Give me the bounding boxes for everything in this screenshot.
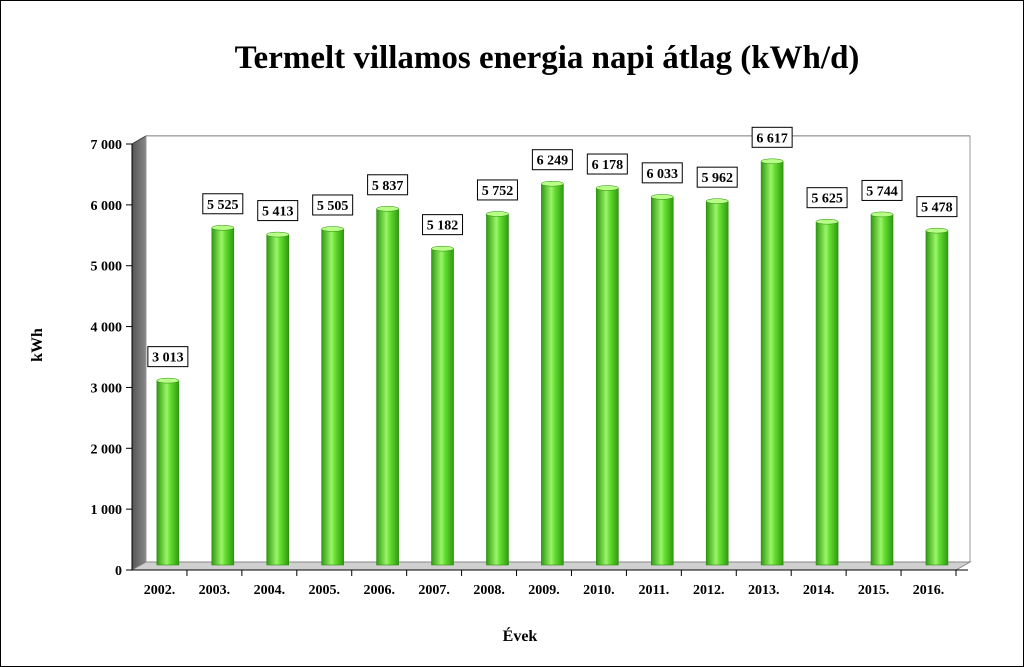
data-label-box bbox=[806, 187, 848, 209]
bar bbox=[815, 221, 839, 566]
data-label-box bbox=[916, 196, 958, 218]
y-tick-label: 4 000 bbox=[91, 321, 123, 336]
data-label-box bbox=[257, 200, 299, 222]
data-label-box bbox=[422, 214, 464, 236]
bar-top bbox=[705, 198, 729, 204]
y-axis-label: kWh bbox=[29, 328, 46, 362]
x-tick-label: 2007. bbox=[418, 583, 450, 598]
data-label: 5 837 bbox=[372, 179, 404, 194]
bar bbox=[211, 227, 235, 566]
side-wall bbox=[131, 135, 147, 571]
bar-top bbox=[596, 185, 619, 191]
data-label: 6 178 bbox=[592, 158, 624, 173]
bar-top bbox=[925, 227, 949, 234]
bar-top bbox=[211, 225, 235, 231]
x-axis-label: Évek bbox=[503, 626, 538, 645]
y-tick-label: 1 000 bbox=[91, 503, 123, 518]
data-label-box bbox=[202, 193, 244, 215]
bar-top bbox=[376, 206, 399, 212]
y-tick-label: 2 000 bbox=[91, 442, 123, 457]
data-label: 5 525 bbox=[207, 198, 239, 213]
data-label: 5 413 bbox=[262, 205, 294, 220]
bar-top bbox=[266, 231, 289, 238]
x-tick-label: 2009. bbox=[528, 583, 560, 598]
y-tick-label: 6 000 bbox=[91, 199, 123, 214]
data-label-box bbox=[476, 179, 518, 201]
bar bbox=[321, 228, 344, 566]
x-tick-label: 2008. bbox=[473, 583, 505, 598]
x-tick-label: 2013. bbox=[748, 583, 780, 598]
x-tick-label: 2010. bbox=[583, 583, 615, 598]
data-label: 5 182 bbox=[427, 219, 459, 234]
data-label: 6 033 bbox=[647, 167, 679, 182]
data-label: 5 744 bbox=[866, 184, 898, 199]
x-tick-label: 2011. bbox=[638, 583, 669, 598]
x-tick-label: 2006. bbox=[363, 583, 395, 598]
bar bbox=[266, 234, 290, 566]
data-label-box bbox=[147, 346, 189, 368]
bar bbox=[870, 214, 894, 566]
bar-top bbox=[870, 211, 894, 218]
bar-top bbox=[651, 194, 674, 200]
y-tick-label: 7 000 bbox=[91, 138, 123, 153]
chart-title: Termelt villamos energia napi átlag (kWh… bbox=[234, 40, 860, 76]
bars bbox=[156, 158, 949, 566]
x-tick-label: 2005. bbox=[309, 583, 341, 598]
data-label-box bbox=[641, 162, 683, 184]
bar-top bbox=[760, 158, 784, 165]
y-tick-label: 0 bbox=[115, 564, 122, 579]
data-label: 6 617 bbox=[756, 131, 788, 146]
bar bbox=[486, 213, 509, 566]
data-label: 3 013 bbox=[152, 351, 184, 366]
data-label: 5 962 bbox=[701, 171, 733, 186]
data-label: 5 478 bbox=[921, 201, 953, 216]
data-label-box bbox=[367, 174, 409, 196]
y-tick-label: 5 000 bbox=[91, 260, 123, 275]
x-tick-label: 2012. bbox=[693, 583, 725, 598]
bar bbox=[760, 161, 784, 566]
bar bbox=[541, 183, 564, 566]
bar-top bbox=[431, 245, 454, 252]
data-label: 5 505 bbox=[317, 199, 349, 214]
y-tick-label: 3 000 bbox=[91, 381, 123, 396]
x-tick-label: 2014. bbox=[803, 583, 835, 598]
bar-top bbox=[486, 211, 509, 217]
bar-top bbox=[815, 218, 839, 225]
bar bbox=[431, 248, 454, 566]
bar-top bbox=[541, 180, 564, 187]
data-label: 5 625 bbox=[811, 192, 843, 207]
data-label-box bbox=[586, 153, 628, 175]
bar-top bbox=[156, 377, 180, 384]
bar bbox=[650, 196, 674, 566]
x-tick-label: 2002. bbox=[144, 583, 176, 598]
data-label: 5 752 bbox=[482, 184, 514, 199]
data-label-box bbox=[696, 166, 738, 188]
x-tick-label: 2016. bbox=[913, 583, 945, 598]
data-label-box bbox=[751, 126, 793, 148]
data-label-box bbox=[861, 179, 903, 201]
bar-top bbox=[321, 226, 344, 232]
bar bbox=[376, 208, 399, 566]
x-tick-label: 2015. bbox=[858, 583, 890, 598]
bar bbox=[156, 380, 180, 566]
data-label: 6 249 bbox=[537, 154, 569, 169]
x-tick-label: 2004. bbox=[254, 583, 286, 598]
bar bbox=[925, 230, 949, 566]
data-label-box bbox=[531, 149, 573, 171]
bar bbox=[596, 187, 619, 566]
x-tick-label: 2003. bbox=[199, 583, 231, 598]
data-labels: 3 013 5 525 5 413 5 505 5 837 5 182 5 752 6 249… bbox=[147, 126, 958, 368]
data-label-box bbox=[312, 194, 354, 216]
bar bbox=[705, 200, 729, 566]
